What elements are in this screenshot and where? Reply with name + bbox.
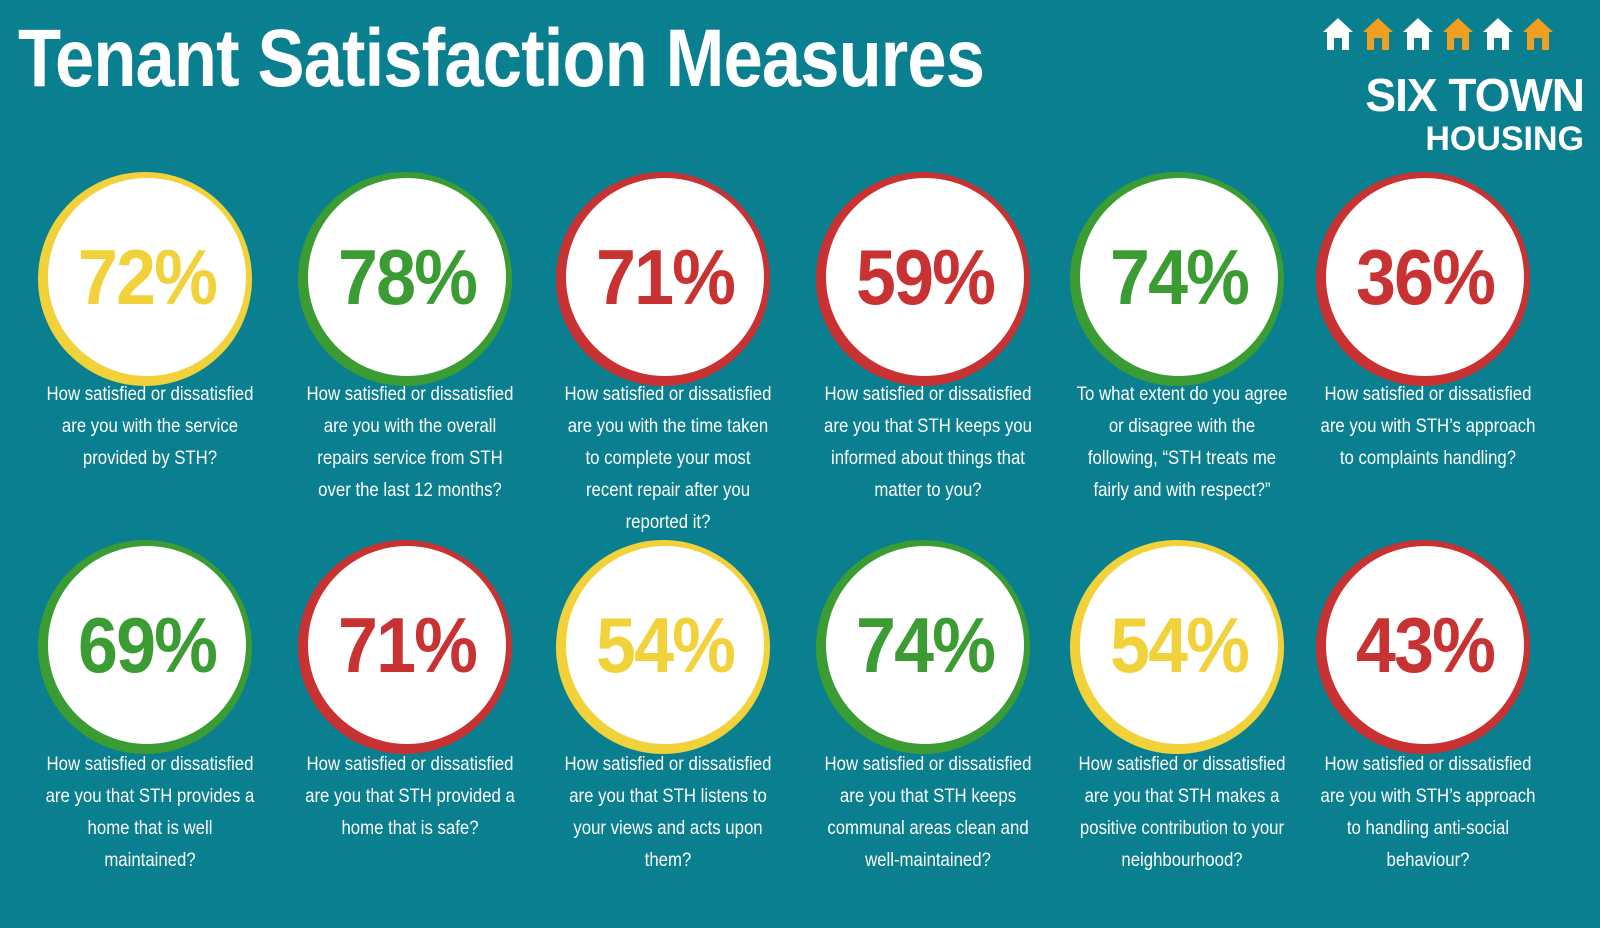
score-circle: 43% bbox=[1326, 546, 1524, 744]
measure-question: How satisfied or dissatisfied are you th… bbox=[824, 383, 1032, 501]
score-circle: 54% bbox=[566, 546, 764, 744]
house-icon bbox=[1442, 16, 1474, 52]
score-percentage: 69% bbox=[77, 601, 218, 689]
house-icon bbox=[1322, 16, 1354, 52]
measure-question: How satisfied or dissatisfied are you th… bbox=[564, 753, 772, 871]
house-icon bbox=[1362, 16, 1394, 52]
measure-question: How satisfied or dissatisfied are you wi… bbox=[306, 383, 514, 501]
six-town-housing-logo: SIX TOWN HOUSING bbox=[1322, 16, 1585, 158]
house-icon bbox=[1402, 16, 1434, 52]
score-circle: 36% bbox=[1326, 178, 1524, 376]
score-percentage: 54% bbox=[1109, 601, 1250, 689]
score-percentage: 78% bbox=[337, 233, 478, 321]
score-percentage: 72% bbox=[77, 233, 218, 321]
score-percentage: 71% bbox=[595, 233, 736, 321]
score-circle: 59% bbox=[826, 178, 1024, 376]
score-circle: 78% bbox=[308, 178, 506, 376]
score-percentage: 36% bbox=[1355, 233, 1496, 321]
measure-question: To what extent do you agree or disagree … bbox=[1076, 383, 1288, 501]
logo-houses bbox=[1322, 16, 1584, 52]
score-circle: 72% bbox=[48, 178, 246, 376]
measure-question: How satisfied or dissatisfied are you wi… bbox=[564, 383, 772, 533]
measure-question: How satisfied or dissatisfied are you th… bbox=[45, 753, 255, 871]
measure-question: How satisfied or dissatisfied are you wi… bbox=[1320, 383, 1536, 469]
measure-question: How satisfied or dissatisfied are you th… bbox=[824, 753, 1032, 871]
score-percentage: 71% bbox=[337, 601, 478, 689]
measure-question: How satisfied or dissatisfied are you th… bbox=[1078, 753, 1286, 871]
score-circle: 54% bbox=[1080, 546, 1278, 744]
score-percentage: 74% bbox=[1109, 233, 1250, 321]
score-percentage: 74% bbox=[855, 601, 996, 689]
house-icon bbox=[1482, 16, 1514, 52]
page-title: Tenant Satisfaction Measures bbox=[18, 13, 985, 104]
score-circle: 74% bbox=[1080, 178, 1278, 376]
logo-line-2: HOUSING bbox=[1425, 120, 1584, 158]
score-circle: 71% bbox=[308, 546, 506, 744]
logo-line-1: SIX TOWN bbox=[1365, 69, 1585, 121]
score-circle: 71% bbox=[566, 178, 764, 376]
measure-question: How satisfied or dissatisfied are you th… bbox=[305, 753, 515, 839]
measure-question: How satisfied or dissatisfied are you wi… bbox=[1320, 753, 1536, 871]
house-icon bbox=[1522, 16, 1554, 52]
measure-question: How satisfied or dissatisfied are you wi… bbox=[46, 383, 254, 469]
score-circle: 74% bbox=[826, 546, 1024, 744]
score-percentage: 43% bbox=[1355, 601, 1496, 689]
score-circle: 69% bbox=[48, 546, 246, 744]
score-percentage: 59% bbox=[855, 233, 996, 321]
score-percentage: 54% bbox=[595, 601, 736, 689]
